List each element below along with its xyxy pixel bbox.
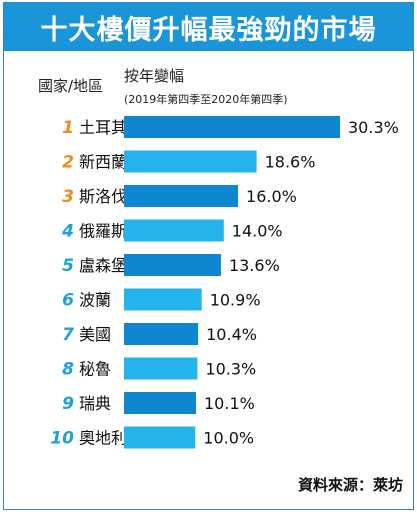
- rank-number: 1: [62, 118, 74, 138]
- chart-title: 十大樓價升幅最強勁的市場: [40, 14, 377, 46]
- rank-number: 10: [50, 429, 74, 449]
- value-label: 18.6%: [265, 153, 316, 172]
- period-note: (2019年第四季至2020年第四季): [124, 93, 288, 106]
- region-column-header: 國家/地區: [38, 77, 104, 95]
- bar: [124, 392, 196, 414]
- rank-number: 3: [62, 187, 74, 207]
- value-label: 10.4%: [206, 325, 257, 344]
- rank-number: 8: [62, 360, 74, 380]
- value-label: 10.1%: [204, 394, 255, 413]
- category-label: 俄羅斯: [79, 222, 127, 241]
- category-label: 奧地利: [79, 429, 127, 448]
- bar-chart: 1 土耳其 30.3%2 新西蘭 18.6%3 斯洛伐克 16.0%4 俄羅斯 14.0%5 盧森…: [50, 116, 399, 449]
- value-label: 10.9%: [210, 291, 261, 310]
- bar: [124, 219, 224, 242]
- bar: [124, 116, 340, 138]
- value-label: 13.6%: [229, 256, 280, 275]
- value-label: 16.0%: [246, 187, 297, 206]
- category-label: 盧森堡: [79, 256, 127, 275]
- bar: [124, 150, 257, 173]
- value-label: 14.0%: [232, 222, 283, 241]
- category-label: 美國: [79, 325, 111, 344]
- rank-number: 9: [62, 394, 74, 414]
- value-label: 30.3%: [348, 118, 399, 137]
- rank-number: 7: [62, 325, 74, 345]
- rank-number: 6: [62, 291, 74, 311]
- bar: [124, 323, 199, 345]
- category-label: 新西蘭: [79, 153, 127, 172]
- category-label: 秘魯: [79, 360, 111, 379]
- rank-number: 5: [62, 256, 74, 276]
- value-label: 10.3%: [205, 360, 256, 379]
- category-label: 土耳其: [79, 118, 127, 137]
- bar: [124, 357, 198, 380]
- rank-number: 4: [61, 222, 74, 242]
- title-bar: 十大樓價升幅最強勁的市場: [4, 3, 413, 51]
- change-column-header: 按年變幅: [124, 67, 185, 85]
- infographic: 十大樓價升幅最強勁的市場 國家/地區 按年變幅 (2019年第四季至2020年第…: [3, 2, 414, 510]
- category-label: 波蘭: [79, 291, 111, 310]
- value-label: 10.0%: [203, 429, 254, 448]
- rank-number: 2: [62, 153, 74, 173]
- source-note: 資料來源：萊坊: [297, 476, 403, 494]
- bar: [124, 288, 202, 311]
- bar: [124, 185, 239, 207]
- bar: [124, 254, 221, 276]
- bar: [124, 426, 196, 449]
- category-label: 瑞典: [79, 394, 111, 413]
